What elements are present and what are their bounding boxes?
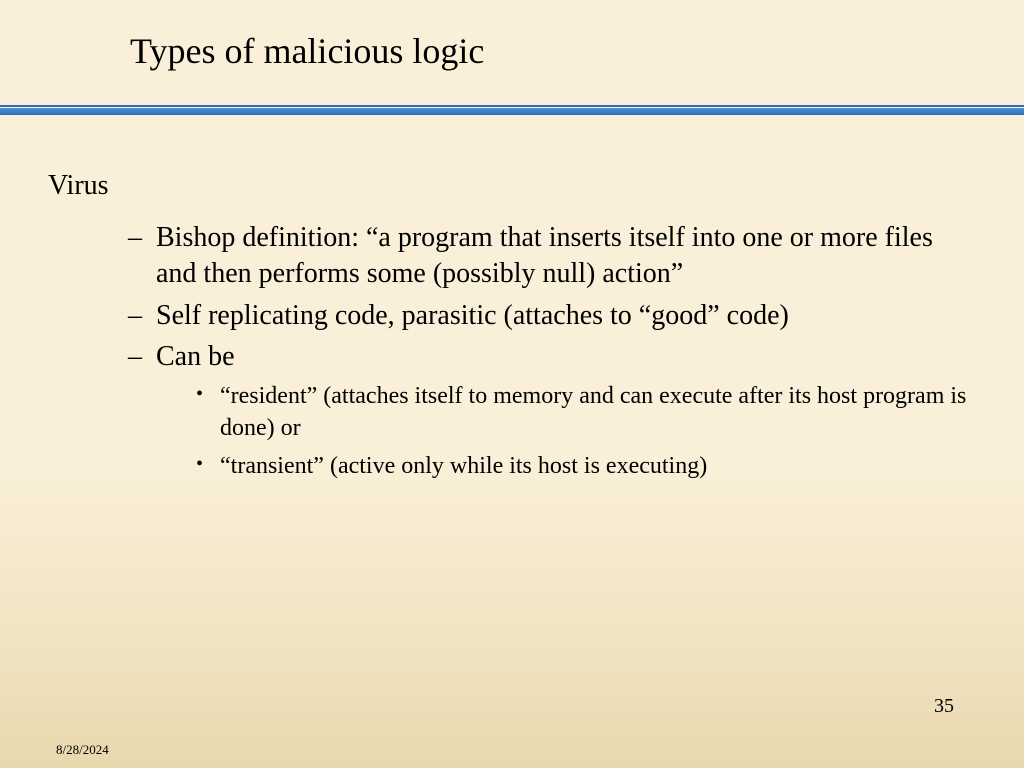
list-item-label: Can be — [156, 341, 235, 372]
list-item: Self replicating code, parasitic (attach… — [128, 298, 978, 334]
list-item: “transient” (active only while its host … — [196, 451, 978, 483]
slide-date: 8/28/2024 — [56, 742, 109, 758]
list-item: “resident” (attaches itself to memory an… — [196, 381, 978, 444]
slide-title: Types of malicious logic — [130, 30, 484, 72]
bullet-list-level1: Bishop definition: “a program that inser… — [128, 220, 978, 482]
page-number: 35 — [934, 695, 954, 718]
list-item: Can be “resident” (attaches itself to me… — [128, 339, 978, 482]
slide-content: Virus Bishop definition: “a program that… — [48, 170, 978, 488]
bullet-list-level2: “resident” (attaches itself to memory an… — [196, 381, 978, 482]
section-heading: Virus — [48, 170, 978, 202]
list-item: Bishop definition: “a program that inser… — [128, 220, 978, 292]
title-divider — [0, 105, 1024, 115]
